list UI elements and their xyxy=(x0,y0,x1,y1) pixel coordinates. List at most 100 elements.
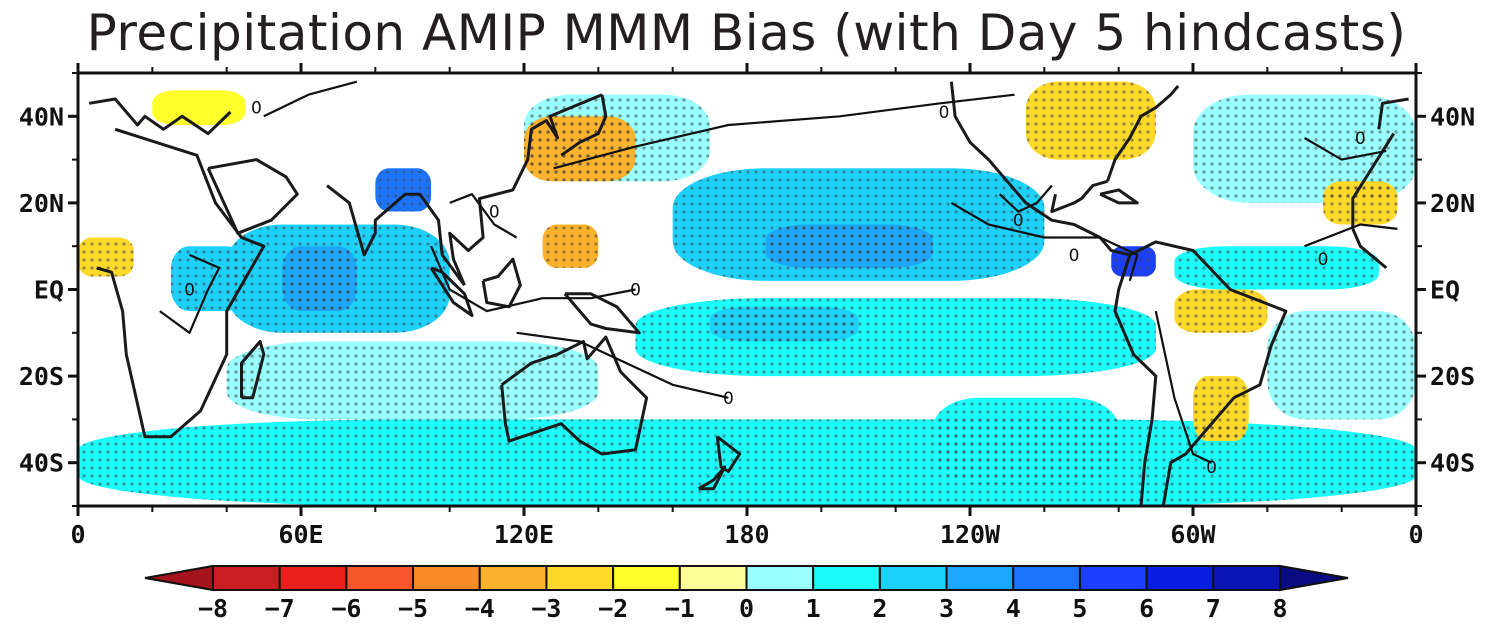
contour-east-pacific-label: 0 xyxy=(1069,246,1080,266)
australia-coast xyxy=(500,335,649,456)
arabia-coast xyxy=(206,158,299,235)
x-tick-label: 0 xyxy=(70,520,85,549)
x-tick-label: 0 xyxy=(1408,520,1423,549)
colorbar-box xyxy=(278,565,348,591)
contour-south-america-label: 0 xyxy=(1206,458,1217,478)
colorbar-box xyxy=(478,565,548,591)
colorbar-box xyxy=(812,565,881,591)
colorbar-label: −6 xyxy=(331,594,361,623)
stipple-central-africa xyxy=(170,246,246,312)
colorbar-box xyxy=(745,565,815,591)
contour-australia-label: 0 xyxy=(723,389,734,409)
north-america-west xyxy=(949,81,1131,257)
x-tick-label: 120W xyxy=(940,520,1001,549)
contour-arabia xyxy=(263,80,358,118)
colorbar-label: −7 xyxy=(265,594,295,623)
contour-australia xyxy=(516,331,729,399)
colorbar-high-arrow xyxy=(1279,564,1349,592)
colorbar-label: −1 xyxy=(665,594,695,623)
colorbar-label: 3 xyxy=(939,594,954,623)
stipple-bay-of-bengal xyxy=(375,168,432,212)
uk-coast-2 xyxy=(1395,73,1398,74)
contour-europe xyxy=(1303,136,1387,161)
colorbar-label: −5 xyxy=(398,594,428,623)
stipple-philippine-sea-dry xyxy=(542,224,599,268)
stipple-south-atlantic xyxy=(1267,311,1416,420)
colorbar-label: 8 xyxy=(1272,594,1287,623)
contour-east-pacific xyxy=(950,201,1139,282)
chart-title: Precipitation AMIP MMM Bias (with Day 5 … xyxy=(86,4,1407,62)
x-tick-label: 60E xyxy=(278,520,323,549)
stipple-north-america-dry xyxy=(1025,81,1156,160)
newguinea-coast xyxy=(563,292,641,335)
y-tick-label-left: EQ xyxy=(34,276,64,305)
stipple-japan-dry xyxy=(524,116,636,182)
stipple-amazon-dry xyxy=(1174,289,1268,333)
caribbean-cuba xyxy=(1099,188,1139,205)
colorbar: −8 −7 −6 −5 −4 −3 −2 −1 0 1 2 3 4 5 6 7 8 xyxy=(144,564,1349,623)
contour-westpac-label: 0 xyxy=(489,203,500,223)
colorbar-label: 1 xyxy=(806,594,821,623)
contour-atlantic xyxy=(1304,223,1398,248)
map-axes: 0 60E 120E 180 120W 60W 0 40N 40N 20N 20N EQ EQ 20S 20… xyxy=(19,63,1475,549)
south-america-coast xyxy=(1113,240,1288,506)
colorbar-box xyxy=(1078,565,1148,591)
contour-arabia-label: 0 xyxy=(251,99,262,119)
zero-contours: 0 0 0 0 0 0 0 0 0 0 0 xyxy=(159,80,1398,478)
contour-north-pacific-label: 0 xyxy=(939,103,950,123)
japan-coast xyxy=(560,94,608,157)
contour-europe-label: 0 xyxy=(1355,129,1366,149)
colorbar-label: −2 xyxy=(598,594,628,623)
north-america-east xyxy=(1106,85,1180,182)
bias-region-mediterranean-dry xyxy=(152,90,246,125)
stipple-north-atlantic xyxy=(1193,94,1416,203)
colorbar-box xyxy=(878,565,948,591)
y-tick-label-right: EQ xyxy=(1430,276,1460,305)
colorbar-box xyxy=(345,565,415,591)
colorbar-label: −4 xyxy=(465,594,495,623)
contour-south-america xyxy=(1154,310,1213,464)
y-tick-label-left: 40N xyxy=(19,102,64,131)
x-tick-label: 180 xyxy=(724,520,769,549)
stipple-south-pacific-band xyxy=(635,298,1156,377)
stipple-central-pacific-core xyxy=(765,224,933,268)
colorbar-box xyxy=(545,565,615,591)
stipple-south-pacific-east xyxy=(932,397,1119,485)
coastlines xyxy=(88,73,1409,506)
y-tick-label-right: 20S xyxy=(1430,362,1475,391)
colorbar-box xyxy=(1212,565,1281,591)
contour-mexico-label: 0 xyxy=(1013,211,1024,231)
contour-north-pacific xyxy=(553,93,1015,170)
africa-coast-0 xyxy=(1351,228,1388,270)
gulf-mexico xyxy=(1050,179,1108,214)
colorbar-label: 7 xyxy=(1206,594,1221,623)
madagascar-coast xyxy=(240,340,266,400)
colorbar-label: 5 xyxy=(1072,594,1087,623)
borneo-coast xyxy=(481,257,522,309)
contour-south-africa xyxy=(159,253,221,334)
colorbar-box xyxy=(678,565,748,591)
y-tick-label-right: 20N xyxy=(1430,189,1475,218)
colorbar-box xyxy=(612,565,681,591)
stipple-west-africa-dry xyxy=(78,237,134,277)
stipple-southeast-south-america-dry xyxy=(1193,376,1249,442)
contour-south-africa-label: 0 xyxy=(184,281,195,301)
map-frame: 0 0 0 0 0 0 0 0 0 0 0 xyxy=(78,73,1416,506)
colorbar-box xyxy=(1012,565,1081,591)
colorbar-label: 2 xyxy=(872,594,887,623)
colorbar-low-arrow xyxy=(144,564,214,592)
stipple-north-atlantic-dry xyxy=(1323,181,1398,225)
y-tick-label-right: 40N xyxy=(1430,102,1475,131)
x-tick-label: 120E xyxy=(494,520,554,549)
y-tick-label-right: 40S xyxy=(1430,449,1475,478)
stipple-south-indian-ocean xyxy=(226,341,599,420)
contour-maritime xyxy=(430,245,636,313)
contour-atlantic-label: 0 xyxy=(1318,250,1329,270)
india-coast xyxy=(326,184,466,287)
contour-mexico xyxy=(998,184,1053,213)
colorbar-label: 4 xyxy=(1006,594,1021,623)
europe-coast-0 xyxy=(1377,97,1409,130)
africa-coast-1 xyxy=(96,127,266,439)
newzealand-south xyxy=(697,465,727,491)
